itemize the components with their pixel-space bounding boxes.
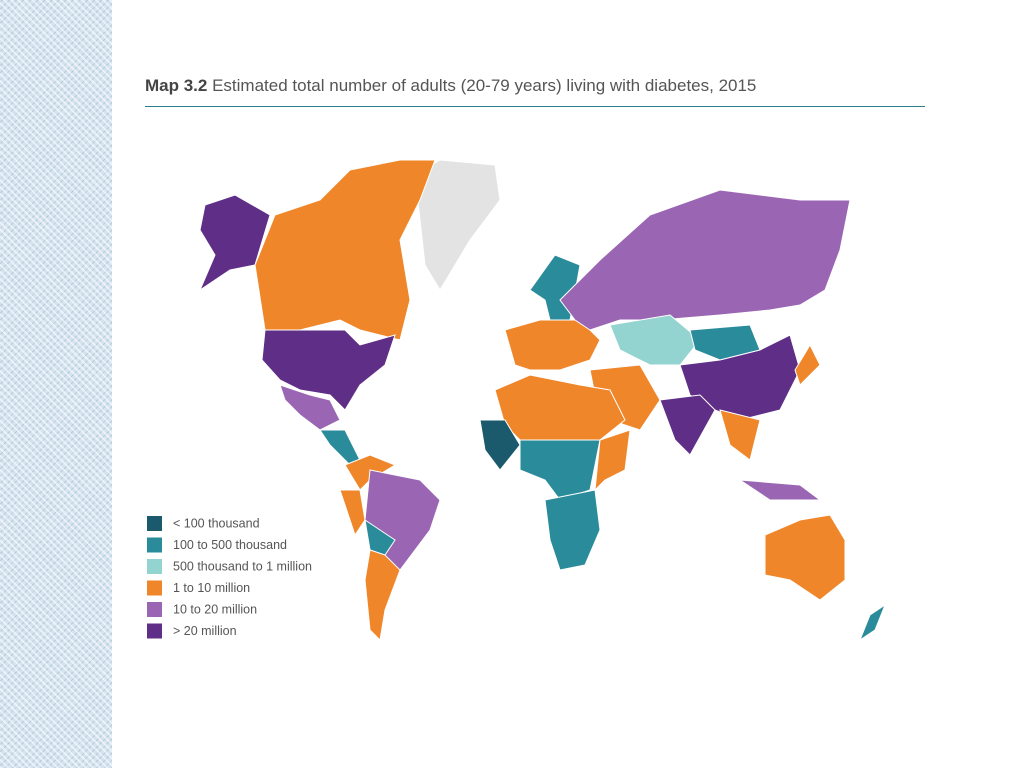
kazakhstan	[609, 314, 701, 366]
southeast-asia	[719, 409, 761, 461]
map-title: Map 3.2 Estimated total number of adults…	[145, 76, 756, 96]
new-zealand	[858, 603, 887, 642]
india	[659, 394, 716, 456]
legend-swatch	[147, 623, 162, 639]
japan	[794, 343, 821, 386]
alaska	[198, 194, 271, 292]
canada	[254, 159, 436, 341]
usa	[261, 329, 396, 411]
legend-label: 1 to 10 million	[173, 581, 250, 595]
legend: < 100 thousand 100 to 500 thousand 500 tho…	[147, 516, 312, 639]
title-rule	[145, 106, 925, 107]
mexico	[279, 384, 341, 431]
map-number: Map 3.2	[145, 76, 208, 95]
europe	[504, 319, 601, 371]
australia	[764, 514, 846, 601]
legend-swatch	[147, 537, 162, 553]
sidebar-pattern	[0, 0, 112, 768]
legend-label: 500 thousand to 1 million	[173, 559, 312, 573]
indonesia	[739, 479, 822, 501]
legend-label: > 20 million	[173, 624, 237, 638]
legend-label: 10 to 20 million	[173, 602, 257, 616]
legend-swatch	[147, 580, 162, 596]
southern-africa	[544, 489, 601, 571]
legend-label: < 100 thousand	[173, 516, 260, 530]
map-caption: Estimated total number of adults (20-79 …	[212, 76, 757, 95]
argentina-chile	[364, 549, 401, 642]
legend-swatch	[147, 602, 162, 617]
legend-swatch	[147, 559, 162, 574]
peru	[339, 489, 366, 537]
legend-swatch	[147, 516, 162, 531]
russia	[559, 189, 851, 331]
east-africa	[594, 429, 631, 492]
central-america	[319, 429, 361, 466]
greenland	[414, 159, 501, 291]
legend-label: 100 to 500 thousand	[173, 538, 287, 552]
west-africa	[479, 419, 521, 471]
